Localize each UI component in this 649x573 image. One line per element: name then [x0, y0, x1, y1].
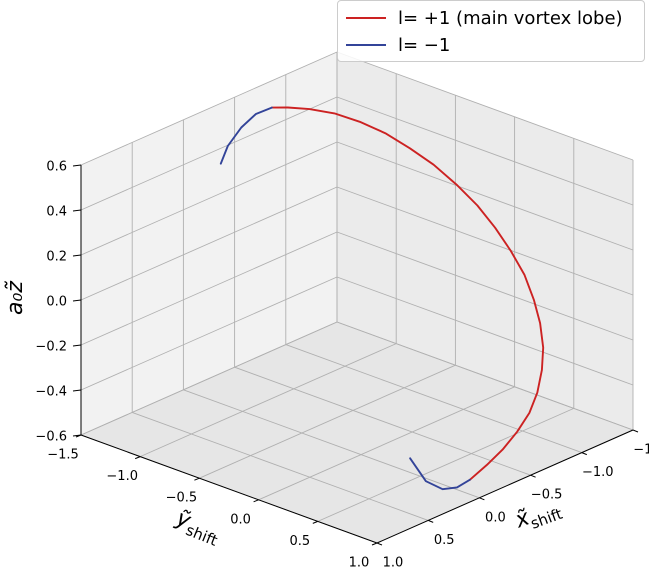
y-tick-mark	[376, 542, 383, 546]
z-tick-mark	[72, 164, 82, 167]
grid-z-right	[336, 321, 634, 431]
x-tick-label: −0.5	[166, 491, 198, 506]
grid-z-left	[80, 141, 338, 256]
z-tick-label: 0.0	[46, 295, 67, 310]
grid-z-right	[336, 51, 634, 161]
x-tick-mark	[194, 477, 200, 481]
x-tick-label: −1.0	[106, 469, 138, 484]
z-tick-label: −0.6	[35, 430, 67, 445]
grid-y-floor	[183, 389, 480, 499]
grid-y-floor	[234, 366, 531, 476]
x-tick-label: 0.0	[230, 512, 251, 527]
z-tick-label: −0.4	[35, 385, 67, 400]
y-tick-label: 1.0	[383, 556, 404, 571]
grid-x-floor	[258, 386, 515, 501]
grid-y-floor	[132, 411, 429, 521]
legend-swatch-blue	[346, 44, 386, 46]
y-tick-label: −1.0	[582, 465, 614, 480]
grid-z-left	[80, 186, 338, 301]
z-tick-mark	[72, 434, 82, 437]
grid-lines	[80, 51, 634, 544]
z-axis-label: a₀z̃	[3, 280, 28, 315]
grid-z-left	[80, 276, 338, 391]
y-axis-line	[376, 429, 634, 544]
x-tick-label: 0.5	[289, 534, 310, 549]
z-tick-mark	[72, 254, 82, 257]
grid-z-left	[80, 231, 338, 346]
legend-label-l-plus-1: l= +1 (main vortex lobe)	[398, 7, 623, 29]
y-tick-mark	[632, 429, 639, 433]
z-tick-label: 0.6	[46, 160, 67, 175]
series-line-l-plus-1	[270, 106, 545, 481]
legend-entry-l-minus-1: l= −1	[346, 34, 450, 56]
z-tick-label: 0.2	[46, 250, 67, 265]
z-tick-label: −0.2	[35, 340, 67, 355]
z-tick-mark	[72, 299, 82, 302]
z-tick-mark	[72, 344, 82, 347]
grid-z-right	[336, 186, 634, 296]
y-tick-label: 0.5	[434, 533, 455, 548]
tick-marks	[72, 164, 639, 546]
legend-entry-l-plus-1: l= +1 (main vortex lobe)	[346, 7, 623, 29]
z-tick-mark	[72, 209, 82, 212]
y-tick-mark	[428, 519, 434, 523]
y-tick-label: 0.0	[485, 510, 506, 525]
y-tick-mark	[581, 452, 587, 456]
grid-z-left	[80, 321, 338, 436]
x-tick-mark	[371, 542, 378, 546]
y-tick-label: −0.5	[531, 488, 563, 503]
x-tick-mark	[253, 499, 259, 503]
grid-z-right	[336, 231, 634, 341]
series-line-l-minus-1-seg-0	[409, 457, 471, 491]
tick-labels: 1.0 0.5 0.0 −0.5 −1.0 −1.5 1.0 0.5 0.0 −0.5 −1.0 −1…	[35, 160, 649, 571]
series-line-l-minus-1-seg-1	[219, 106, 273, 165]
legend-swatch-red	[346, 17, 386, 19]
x-axis-line	[80, 434, 378, 544]
grid-z-right	[336, 276, 634, 386]
x-tick-mark	[135, 456, 141, 460]
grid-x-floor	[140, 343, 397, 458]
grid-y-floor	[285, 344, 582, 454]
grid-x-floor	[199, 364, 456, 479]
x-tick-label: 1.0	[349, 556, 370, 571]
series-lines	[219, 106, 545, 491]
y-axis-label: ỹshift	[170, 506, 224, 550]
legend-label-l-minus-1: l= −1	[398, 34, 451, 56]
grid-z-right	[336, 141, 634, 251]
grid-z-left	[80, 96, 338, 211]
grid-z-left	[80, 51, 338, 166]
y-tick-mark	[530, 474, 536, 478]
legend: l= +1 (main vortex lobe) l= −1	[337, 0, 645, 62]
y-tick-label: −1.5	[633, 443, 649, 458]
z-tick-label: 0.4	[46, 205, 67, 220]
axis-panes	[81, 52, 633, 543]
grid-x-floor	[317, 407, 574, 522]
y-tick-mark	[479, 497, 485, 501]
z-tick-mark	[72, 389, 82, 392]
grid-z-right	[336, 96, 634, 206]
x-tick-label: −1.5	[47, 448, 79, 463]
pane-floor	[81, 322, 633, 543]
x-tick-mark	[312, 520, 318, 524]
